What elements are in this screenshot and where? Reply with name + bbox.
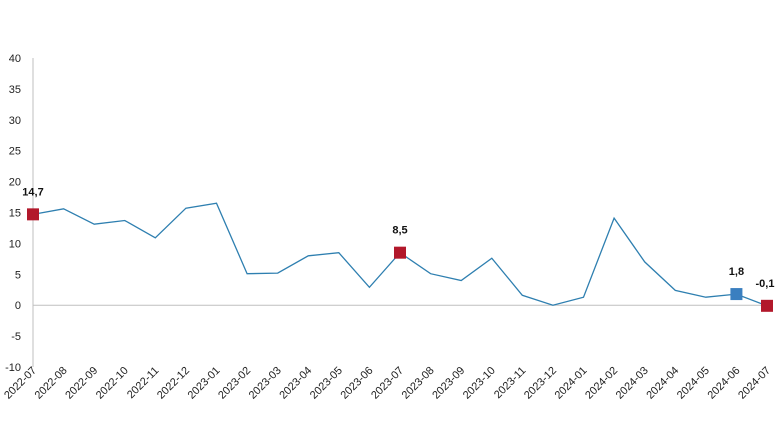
data-label: 8,5 — [392, 225, 407, 237]
x-tick-label: 2024-04 — [644, 365, 681, 402]
highlight-marker — [761, 299, 773, 312]
data-label: 14,7 — [22, 186, 43, 198]
x-tick-label: 2024-02 — [583, 365, 620, 402]
x-tick-label: 2024-06 — [706, 365, 743, 402]
x-tick-label: 2023-11 — [492, 365, 528, 401]
x-tick-label: 2023-07 — [369, 365, 406, 402]
x-tick-label: 2024-01 — [553, 365, 590, 402]
y-tick-label: 10 — [9, 238, 21, 250]
y-tick-label: 15 — [9, 208, 21, 220]
x-tick-label: 2022-10 — [94, 365, 131, 402]
x-tick-label: 2022-11 — [125, 365, 161, 401]
x-tick-label: 2023-03 — [247, 365, 284, 402]
highlight-marker — [27, 208, 39, 221]
y-tick-label: -10 — [5, 362, 21, 374]
y-tick-label: 5 — [15, 269, 21, 281]
x-tick-label: 2022-09 — [63, 365, 100, 402]
y-tick-label: 35 — [9, 84, 21, 96]
x-tick-label: 2022-08 — [33, 365, 70, 402]
data-label: 1,8 — [729, 266, 744, 278]
x-tick-label: 2023-04 — [277, 365, 314, 402]
x-tick-label: 2023-12 — [522, 365, 559, 402]
x-tick-label: 2023-09 — [430, 365, 467, 402]
y-tick-label: 20 — [9, 177, 21, 189]
x-tick-label: 2023-06 — [339, 365, 376, 402]
x-tick-label: 2024-03 — [614, 365, 651, 402]
x-tick-label: 2023-10 — [461, 365, 498, 402]
x-tick-label: 2024-05 — [675, 365, 712, 402]
y-tick-label: 30 — [9, 115, 21, 127]
y-tick-label: 25 — [9, 146, 21, 158]
y-tick-label: -5 — [11, 331, 21, 343]
x-tick-label: 2022-12 — [155, 365, 192, 402]
x-tick-label: 2024-07 — [736, 365, 773, 402]
highlight-marker — [394, 246, 406, 259]
data-label: -0,1 — [756, 278, 775, 290]
x-tick-label: 2023-05 — [308, 365, 345, 402]
highlight-marker — [730, 288, 743, 301]
y-tick-label: 0 — [15, 300, 21, 312]
x-tick-label: 2023-01 — [186, 365, 223, 402]
x-tick-label: 2023-02 — [216, 365, 253, 402]
x-tick-label: 2023-08 — [400, 365, 437, 402]
y-tick-label: 40 — [9, 53, 21, 65]
